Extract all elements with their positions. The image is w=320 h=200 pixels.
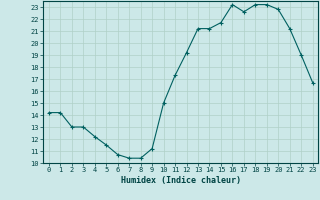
X-axis label: Humidex (Indice chaleur): Humidex (Indice chaleur): [121, 176, 241, 185]
